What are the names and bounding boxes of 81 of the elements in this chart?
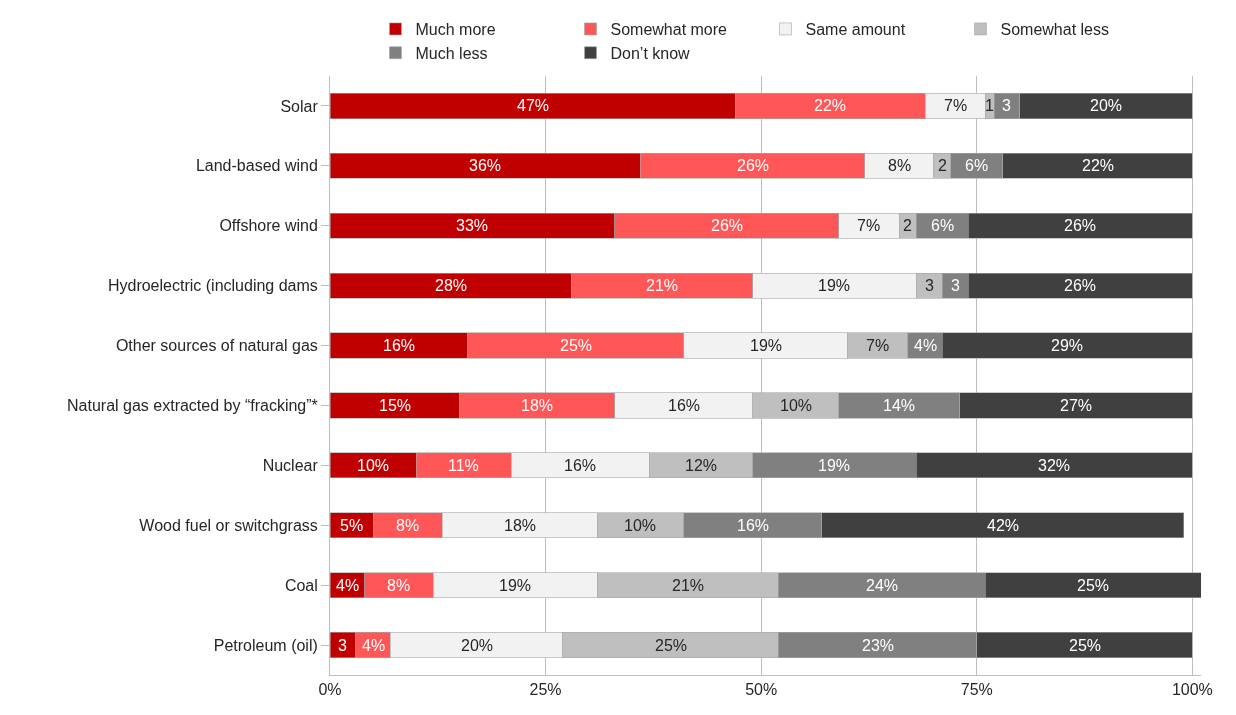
- data-label: 16%: [564, 457, 597, 474]
- data-label: 8%: [888, 157, 912, 174]
- data-label: 16%: [383, 337, 416, 354]
- data-label: 10%: [624, 517, 657, 534]
- y-tick-label: Other sources of natural gas: [115, 337, 318, 355]
- data-label: 20%: [461, 637, 494, 654]
- data-label: 19%: [818, 277, 851, 294]
- data-label: 14%: [883, 397, 916, 414]
- data-label: 26%: [711, 217, 744, 234]
- data-label: 7%: [944, 97, 968, 114]
- legend-label: Much more: [415, 21, 496, 39]
- legend-label: Somewhat more: [610, 21, 728, 39]
- y-tick-label: Wood fuel or switchgrass: [139, 516, 318, 534]
- y-tick-label: Offshore wind: [219, 217, 318, 235]
- data-label: 11%: [448, 457, 479, 474]
- data-label: 3: [951, 277, 960, 294]
- y-tick-label: Natural gas extracted by “fracking”*: [67, 397, 318, 415]
- data-label: 26%: [737, 157, 770, 174]
- x-tick-label: 100%: [1171, 681, 1213, 699]
- data-label: 12%: [685, 457, 718, 474]
- data-label: 18%: [521, 397, 554, 414]
- data-label: 8%: [387, 577, 411, 594]
- legend-label: Much less: [415, 44, 488, 62]
- data-label: 15%: [379, 397, 412, 414]
- data-label: 3: [1002, 97, 1011, 114]
- data-label: 26%: [1064, 217, 1097, 234]
- data-label: 25%: [1077, 577, 1110, 594]
- data-label: 24%: [866, 577, 899, 594]
- data-label: 32%: [1038, 457, 1071, 474]
- data-label: 22%: [1082, 157, 1115, 174]
- y-tick-label: Land-based wind: [195, 157, 318, 175]
- legend-label: Same amount: [805, 21, 906, 39]
- y-tick-label: Petroleum (oil): [213, 636, 318, 654]
- data-label: 20%: [1090, 97, 1123, 114]
- data-label: 25%: [1069, 637, 1102, 654]
- data-label: 8%: [396, 517, 420, 534]
- data-label: 36%: [469, 157, 502, 174]
- data-label: 28%: [435, 277, 468, 294]
- data-label: 4%: [336, 577, 360, 594]
- data-label: 19%: [818, 457, 851, 474]
- data-label: 3: [338, 637, 347, 654]
- data-label: 5%: [340, 517, 364, 534]
- y-tick-label: Solar: [280, 97, 319, 115]
- data-label: 25%: [560, 337, 593, 354]
- data-label: 19%: [499, 577, 532, 594]
- data-label: 27%: [1060, 397, 1093, 414]
- legend-label: Somewhat less: [1000, 21, 1109, 39]
- data-label: 7%: [866, 337, 890, 354]
- data-label: 21%: [646, 277, 679, 294]
- data-label: 23%: [862, 637, 895, 654]
- y-tick-label: Coal: [284, 576, 318, 594]
- data-label: 7%: [857, 217, 881, 234]
- data-label: 10%: [780, 397, 813, 414]
- data-label: 26%: [1064, 277, 1097, 294]
- y-tick-label: Nuclear: [262, 456, 319, 474]
- x-tick-label: 0%: [318, 681, 342, 699]
- y-tick-label: Hydroelectric (including dams: [107, 277, 318, 295]
- data-label: 6%: [965, 157, 989, 174]
- data-label: 16%: [737, 517, 770, 534]
- data-label: 18%: [504, 517, 537, 534]
- data-label: 10%: [357, 457, 390, 474]
- data-label: 1: [985, 97, 994, 114]
- data-label: 4%: [362, 637, 386, 654]
- data-label: 25%: [655, 637, 688, 654]
- data-label: 33%: [456, 217, 489, 234]
- data-label: 47%: [517, 97, 550, 114]
- legend-label: Don’t know: [610, 44, 691, 62]
- data-label: 2: [938, 157, 947, 174]
- x-tick-label: 50%: [745, 681, 778, 699]
- data-label: 4%: [914, 337, 938, 354]
- data-label: 42%: [987, 517, 1020, 534]
- x-tick-label: 25%: [529, 681, 562, 699]
- x-tick-label: 75%: [960, 681, 993, 699]
- data-label: 19%: [750, 337, 783, 354]
- data-label: 22%: [814, 97, 847, 114]
- data-label: 21%: [672, 577, 705, 594]
- data-label: 29%: [1051, 337, 1084, 354]
- data-label: 2: [903, 217, 912, 234]
- data-label: 6%: [931, 217, 955, 234]
- data-label: 3: [925, 277, 934, 294]
- data-label: 16%: [668, 397, 701, 414]
